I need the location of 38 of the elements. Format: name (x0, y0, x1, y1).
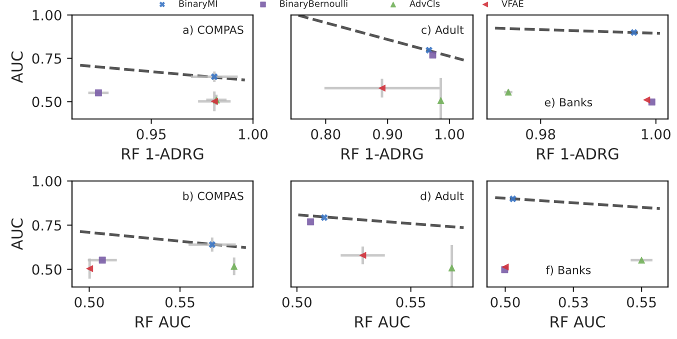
legend-label: BinaryMI (179, 0, 217, 9)
x-axis-title: RF AUC (355, 316, 410, 328)
x-axis-title: RF AUC (136, 316, 190, 328)
legend-label: BinaryBernoulli (280, 0, 348, 9)
y-tick-label: 0.75 (32, 53, 62, 64)
x-tick-label: 0.50 (490, 296, 520, 308)
x-axis-title: RF 1-ADRG (537, 148, 618, 160)
x-tick-label: 0.95 (136, 128, 166, 140)
annotation: b) COMPAS (183, 192, 244, 202)
x-tick-label: 0.53 (558, 296, 588, 308)
y-tick-label: 1.00 (32, 10, 62, 20)
x-tick-label: 1.00 (436, 128, 464, 140)
legend-label: AdvCls (410, 0, 440, 7)
annotation: d) Adult (420, 192, 464, 202)
y-tick-label: 1.00 (32, 176, 62, 186)
x-tick-label: 1.00 (642, 128, 670, 140)
y-tick-label: 0.75 (32, 220, 62, 231)
legend-label: VFAE (502, 0, 524, 7)
y-axis-title: AUC (11, 218, 23, 250)
x-axis-title: RF AUC (550, 316, 605, 328)
x-tick-label: 0.80 (311, 128, 340, 140)
x-tick-label: 0.98 (526, 128, 556, 140)
x-tick-label: 0.55 (165, 296, 194, 308)
annotation: a) COMPAS (183, 25, 244, 36)
y-tick-label: 0.50 (32, 96, 62, 108)
x-tick-label: 0.50 (74, 296, 104, 308)
annotation: c) Adult (422, 25, 464, 36)
annotation: e) Banks (544, 98, 592, 108)
annotation: f) Banks (546, 266, 591, 276)
x-tick-label: 1.00 (239, 128, 268, 140)
x-axis-title: RF 1-ADRG (122, 148, 204, 160)
x-tick-label: 0.55 (627, 296, 656, 308)
x-tick-label: 0.55 (396, 296, 426, 308)
x-tick-label: 0.50 (282, 296, 312, 308)
y-tick-label: 0.50 (32, 264, 62, 275)
x-axis-title: RF 1-ADRG (342, 148, 423, 160)
y-axis-title: AUC (11, 52, 23, 84)
x-tick-label: 0.90 (373, 128, 402, 140)
